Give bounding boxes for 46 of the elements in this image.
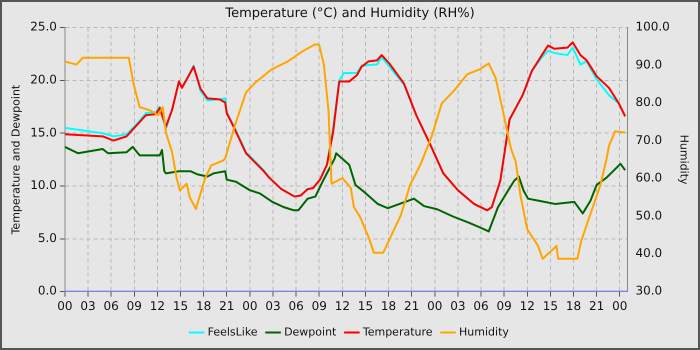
x-tick-label: 00	[57, 298, 73, 313]
y2-tick-label: 60.0	[635, 170, 662, 185]
x-tick-label: 09	[312, 298, 327, 313]
legend-label: FeelsLike	[208, 325, 258, 338]
x-tick-label: 06	[473, 298, 489, 313]
y-tick-label: 10.0	[30, 178, 57, 192]
x-tick-label: 09	[126, 298, 142, 313]
x-tick-label: 12	[334, 298, 350, 313]
x-tick-label: 15	[358, 298, 374, 313]
x-tick-label: 18	[566, 298, 582, 313]
legend-label: Humidity	[459, 325, 510, 338]
x-tick-label: 12	[520, 298, 535, 313]
legend-label: Temperature	[362, 325, 433, 338]
chart-title: Temperature (°C) and Humidity (RH%)	[224, 6, 475, 22]
x-tick-label: 21	[588, 298, 604, 313]
y2-tick-label: 70.0	[635, 132, 662, 147]
y2-tick-label: 90.0	[635, 57, 662, 72]
y-tick-label: 0.0	[38, 284, 57, 298]
y2-tick-label: 40.0	[635, 246, 662, 260]
x-tick-label: 18	[196, 298, 212, 313]
x-tick-label: 00	[612, 298, 628, 313]
y-tick-label: 25.0	[30, 20, 57, 34]
x-tick-label: 03	[450, 298, 466, 313]
y2-axis-title: Humidity	[678, 134, 691, 186]
x-tick-label: 03	[265, 298, 281, 313]
x-tick-label: 12	[150, 298, 166, 313]
y2-tick-label: 100.0	[635, 20, 670, 34]
x-tick-label: 21	[404, 298, 420, 313]
y-tick-label: 20.0	[30, 72, 57, 87]
x-tick-label: 00	[427, 298, 442, 313]
y2-tick-label: 50.0	[635, 208, 662, 222]
y-tick-label: 5.0	[38, 230, 57, 245]
x-tick-label: 09	[496, 298, 512, 313]
x-tick-label: 21	[219, 298, 234, 313]
y2-tick-label: 30.0	[635, 284, 662, 298]
x-tick-label: 00	[242, 298, 258, 313]
x-tick-label: 15	[542, 298, 558, 313]
x-tick-label: 18	[380, 298, 396, 313]
legend-label: Dewpoint	[284, 325, 338, 338]
x-tick-label: 03	[80, 298, 96, 313]
x-tick-label: 15	[172, 298, 188, 313]
y2-tick-label: 80.0	[635, 95, 662, 110]
x-tick-label: 06	[104, 298, 119, 313]
y-axis-title: Temperature and Dewpoint	[9, 84, 22, 236]
x-tick-label: 06	[288, 298, 304, 313]
y-tick-label: 15.0	[30, 125, 57, 140]
